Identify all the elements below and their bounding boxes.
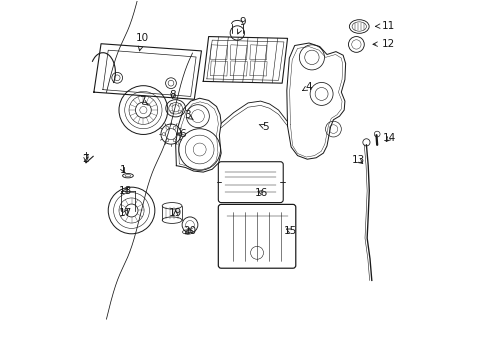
Text: 15: 15 bbox=[283, 226, 296, 236]
Text: 16: 16 bbox=[255, 188, 268, 198]
Text: 9: 9 bbox=[237, 17, 245, 34]
Text: 20: 20 bbox=[183, 226, 196, 236]
Text: 7: 7 bbox=[139, 96, 148, 106]
Text: 4: 4 bbox=[302, 82, 312, 92]
Text: 19: 19 bbox=[169, 208, 182, 218]
Text: 18: 18 bbox=[119, 186, 132, 197]
Text: 13: 13 bbox=[351, 155, 365, 165]
Text: 3: 3 bbox=[183, 111, 193, 121]
Polygon shape bbox=[231, 24, 243, 33]
Text: 8: 8 bbox=[169, 90, 176, 100]
Text: 1: 1 bbox=[120, 165, 126, 175]
Text: 11: 11 bbox=[375, 21, 394, 31]
Text: 2: 2 bbox=[82, 154, 89, 164]
Text: 14: 14 bbox=[382, 133, 396, 143]
Text: 10: 10 bbox=[136, 33, 148, 51]
Text: 17: 17 bbox=[119, 208, 132, 218]
Text: 6: 6 bbox=[176, 129, 186, 139]
Text: 5: 5 bbox=[259, 122, 268, 132]
Text: 12: 12 bbox=[372, 39, 394, 49]
